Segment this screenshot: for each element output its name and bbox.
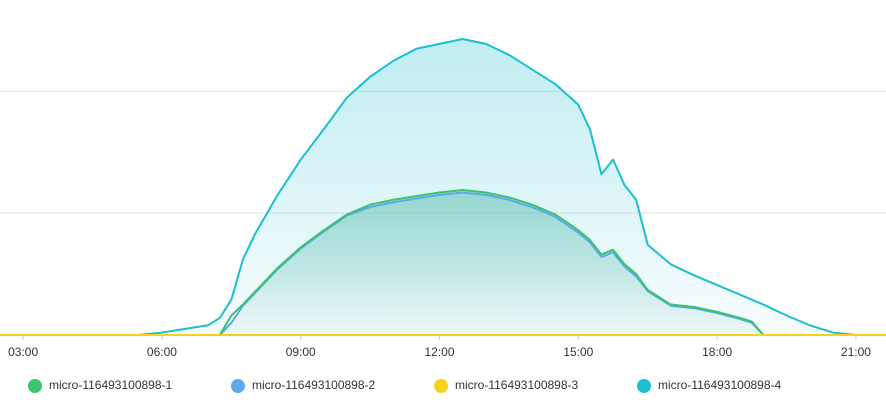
- legend-item[interactable]: micro-116493100898-3: [434, 378, 579, 393]
- legend-swatch: [231, 379, 245, 393]
- legend-label: micro-116493100898-3: [455, 378, 579, 392]
- line: [0, 191, 886, 336]
- x-tick-label: 03:00: [8, 345, 38, 359]
- x-tick-label: 21:00: [841, 345, 871, 359]
- x-tick-label: 09:00: [286, 345, 316, 359]
- legend-item[interactable]: micro-116493100898-4: [637, 378, 782, 393]
- legend-swatch: [637, 379, 651, 393]
- x-tick-label: 15:00: [563, 345, 593, 359]
- x-tick-label: 18:00: [702, 345, 732, 359]
- legend-label: micro-116493100898-4: [658, 378, 782, 392]
- x-tick-label: 06:00: [147, 345, 177, 359]
- legend-item[interactable]: micro-116493100898-1: [28, 378, 173, 393]
- legend-swatch: [28, 379, 42, 393]
- legend-label: micro-116493100898-2: [252, 378, 376, 392]
- line: [0, 189, 886, 336]
- area: [0, 38, 886, 336]
- area: [0, 190, 886, 335]
- line: [0, 37, 886, 336]
- legend-label: micro-116493100898-1: [49, 378, 173, 392]
- legend-swatch: [434, 379, 448, 393]
- legend-item[interactable]: micro-116493100898-2: [231, 378, 376, 393]
- x-tick-label: 12:00: [425, 345, 455, 359]
